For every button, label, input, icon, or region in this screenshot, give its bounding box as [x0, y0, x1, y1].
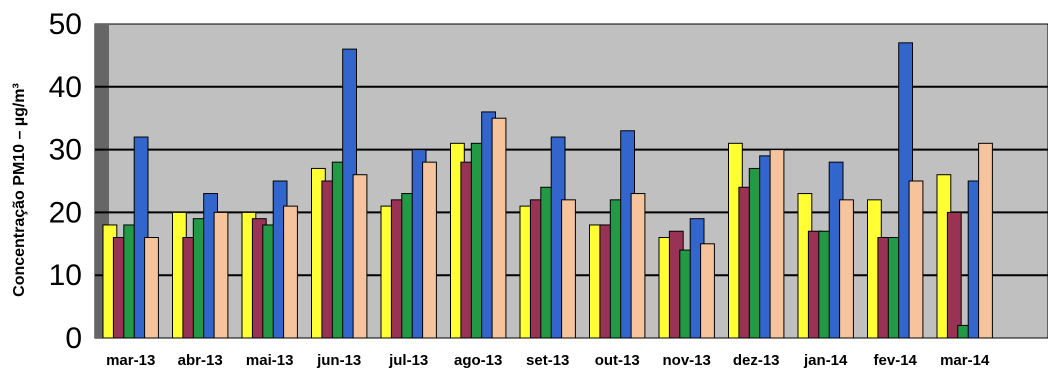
x-tick-label: mar-14 [940, 352, 990, 369]
y-tick-label: 10 [49, 259, 82, 292]
y-tick-label: 50 [49, 8, 82, 41]
x-tick-label: mai-13 [246, 352, 294, 369]
y-axis-label: Concentração PM10 – µg/m³ [11, 83, 28, 297]
bar [352, 174, 368, 339]
x-tick-label: mar-13 [106, 352, 155, 369]
y-tick-label: 20 [49, 196, 82, 229]
x-tick-label: out-13 [595, 352, 640, 369]
bar [561, 199, 576, 339]
bar [769, 149, 785, 339]
bar [700, 243, 715, 339]
bar [213, 211, 229, 339]
y-tick-label: 40 [49, 71, 82, 104]
x-tick-label: abr-13 [178, 352, 223, 369]
y-axis-ticks: 0 10 20 30 40 50 [49, 8, 82, 355]
x-axis-ticks: mar-13 abr-13 mai-13 jun-13 jul-13 ago-13 set-… [106, 352, 990, 369]
y-tick-label: 30 [49, 134, 82, 167]
bar [978, 142, 993, 339]
bar [908, 180, 924, 339]
bar [946, 211, 962, 339]
x-tick-label: jan-14 [803, 352, 848, 369]
bar [491, 117, 507, 339]
x-tick-label: fev-14 [874, 352, 918, 369]
bar [144, 237, 159, 339]
bar [630, 193, 646, 339]
bars [102, 42, 993, 339]
bar [283, 205, 298, 339]
x-tick-label: jun-13 [316, 352, 361, 369]
x-tick-label: jul-13 [388, 352, 428, 369]
bar [839, 199, 854, 339]
x-tick-label: nov-13 [663, 352, 711, 369]
bar [422, 161, 437, 339]
x-tick-label: set-13 [526, 352, 569, 369]
y-tick-label: 0 [65, 322, 82, 355]
x-tick-label: ago-13 [454, 352, 502, 369]
x-tick-label: dez-13 [733, 352, 780, 369]
